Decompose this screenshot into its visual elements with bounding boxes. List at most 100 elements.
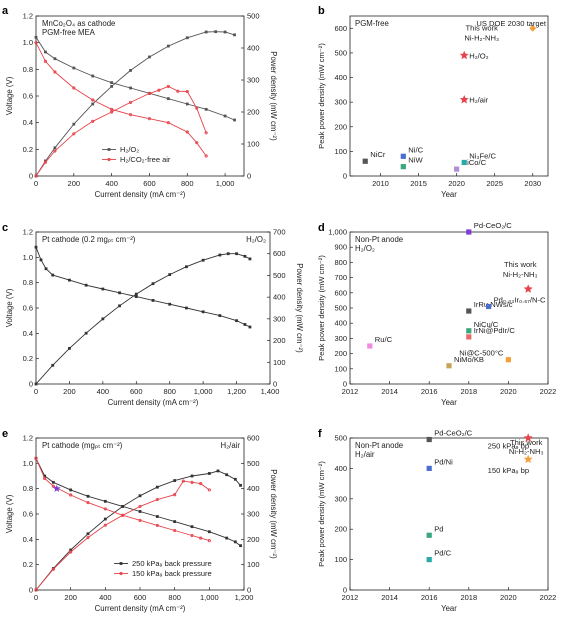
- x-tick-label: 2018: [460, 593, 477, 602]
- series-line-0: [35, 247, 251, 328]
- y-left-tick-label: 0.4: [23, 535, 33, 544]
- annotation-text: Pt cathode (mgₚₜ cm⁻²): [42, 441, 123, 450]
- data-point: [34, 382, 38, 386]
- y-right-tick-label: 100: [273, 358, 286, 367]
- y-right-tick-label: 0: [247, 172, 251, 181]
- point-label: NiCu/C: [474, 320, 499, 329]
- x-tick-label: 2022: [540, 387, 557, 396]
- fuel-label: Ni-H₂-NH₃: [509, 447, 544, 456]
- data-point-7: [505, 357, 511, 363]
- legend-marker: [107, 148, 111, 151]
- legend-label: H₂/CO₂-free air: [120, 155, 171, 164]
- data-point: [110, 110, 114, 114]
- corner-label: H₂/O₂: [246, 235, 266, 244]
- x-tick-label: 200: [63, 387, 76, 396]
- y-tick-label: 300: [334, 494, 347, 503]
- x-tick-label: 800: [163, 387, 176, 396]
- point-label: Pd/Ni: [434, 457, 453, 466]
- data-point: [51, 484, 55, 488]
- panel-letter-e: e: [2, 428, 8, 440]
- y-right-tick-label: 500: [273, 271, 286, 280]
- data-point: [34, 456, 38, 460]
- x-tick-label: 0: [34, 387, 38, 396]
- bp250-label: 250 kPa₉ bp: [488, 442, 529, 451]
- x-tick-label: 600: [130, 387, 143, 396]
- y-left-axis-label: Voltage (V): [5, 494, 14, 533]
- data-point: [166, 44, 170, 48]
- y-left-tick-label: 0.4: [23, 118, 33, 127]
- data-point: [176, 89, 180, 93]
- highlight-point: [53, 484, 61, 492]
- data-point: [53, 57, 57, 61]
- point-label: Ni₃Fe/C: [469, 151, 496, 160]
- x-tick-label: 400: [97, 387, 110, 396]
- panel-b: b: [318, 5, 325, 17]
- data-point-1: [400, 164, 406, 170]
- data-point: [91, 102, 95, 106]
- data-point-5: [459, 50, 469, 60]
- plot-frame: [35, 231, 271, 385]
- data-point: [243, 323, 247, 326]
- y-left-tick-label: 0: [29, 380, 33, 389]
- legend-label: 150 kPa₉ back pressure: [132, 569, 212, 578]
- panel-c: c: [2, 222, 8, 234]
- data-point: [84, 331, 88, 335]
- y-tick-label: 200: [334, 525, 347, 534]
- y-left-tick-label: 0.6: [23, 304, 33, 313]
- point-label: IrNi@PdIr/C: [474, 326, 516, 335]
- y-left-tick-label: 0.8: [23, 484, 33, 493]
- data-point: [168, 273, 172, 276]
- data-point: [201, 310, 205, 314]
- this-work-label: This work: [465, 23, 498, 32]
- y-right-tick-label: 100: [247, 560, 260, 569]
- y-left-tick-label: 0.8: [23, 278, 33, 287]
- data-point-0: [466, 229, 472, 235]
- plot-a: 0 200 400 600 800 1,000 Current density (mA cm…: [5, 12, 278, 200]
- data-point: [69, 493, 73, 497]
- data-point: [239, 544, 242, 548]
- y-right-axis-label: Power density (mW cm⁻²): [269, 469, 278, 559]
- plot-frame: [35, 15, 245, 177]
- y-tick-label: 400: [334, 464, 347, 473]
- data-point: [216, 469, 220, 473]
- panel-a: a: [2, 5, 9, 17]
- data-point-5: [466, 334, 472, 340]
- x-tick-label: 800: [168, 593, 181, 602]
- data-point: [43, 474, 47, 478]
- data-point: [185, 265, 188, 269]
- annotation-text: PGM-free MEA: [42, 28, 96, 37]
- data-point: [223, 30, 227, 34]
- annotation-text: PGM-free: [355, 19, 389, 28]
- data-point-3: [486, 303, 492, 310]
- y-right-tick-label: 200: [247, 108, 260, 117]
- y-left-tick-label: 0: [29, 586, 33, 595]
- data-point: [91, 98, 95, 102]
- y-tick-label: 800: [334, 258, 347, 267]
- data-point: [226, 252, 230, 256]
- data-point: [173, 520, 177, 523]
- data-point: [195, 106, 199, 110]
- corner-label: H₂/air: [221, 441, 241, 450]
- y-tick-label: 400: [334, 319, 347, 328]
- bp150-label: 150 kPa₉ bp: [488, 466, 529, 475]
- x-axis-label: Current density (mA cm⁻²): [95, 190, 186, 199]
- data-point-1: [426, 465, 432, 471]
- data-point: [34, 588, 38, 592]
- data-point: [204, 131, 208, 135]
- data-point: [34, 245, 38, 249]
- x-tick-label: 1,200: [227, 387, 246, 396]
- y-tick-label: 0: [343, 586, 347, 595]
- panel-d: d: [318, 222, 325, 234]
- annotation-text: Non-Pt anode: [355, 235, 403, 244]
- y-axis-label: Peak power density (mW cm⁻²): [317, 461, 326, 567]
- data-point: [86, 532, 90, 536]
- y-tick-label: 600: [334, 288, 347, 297]
- data-point: [207, 530, 211, 534]
- data-point: [51, 567, 55, 571]
- data-point: [34, 456, 38, 460]
- data-point: [190, 525, 194, 529]
- plot-e: 0 200 400 600 800 1,000 1,200 Current density (…: [5, 434, 278, 614]
- target-label: US DOE 2030 target: [476, 19, 547, 28]
- point-label: Pd-CeO₂/C: [474, 221, 512, 230]
